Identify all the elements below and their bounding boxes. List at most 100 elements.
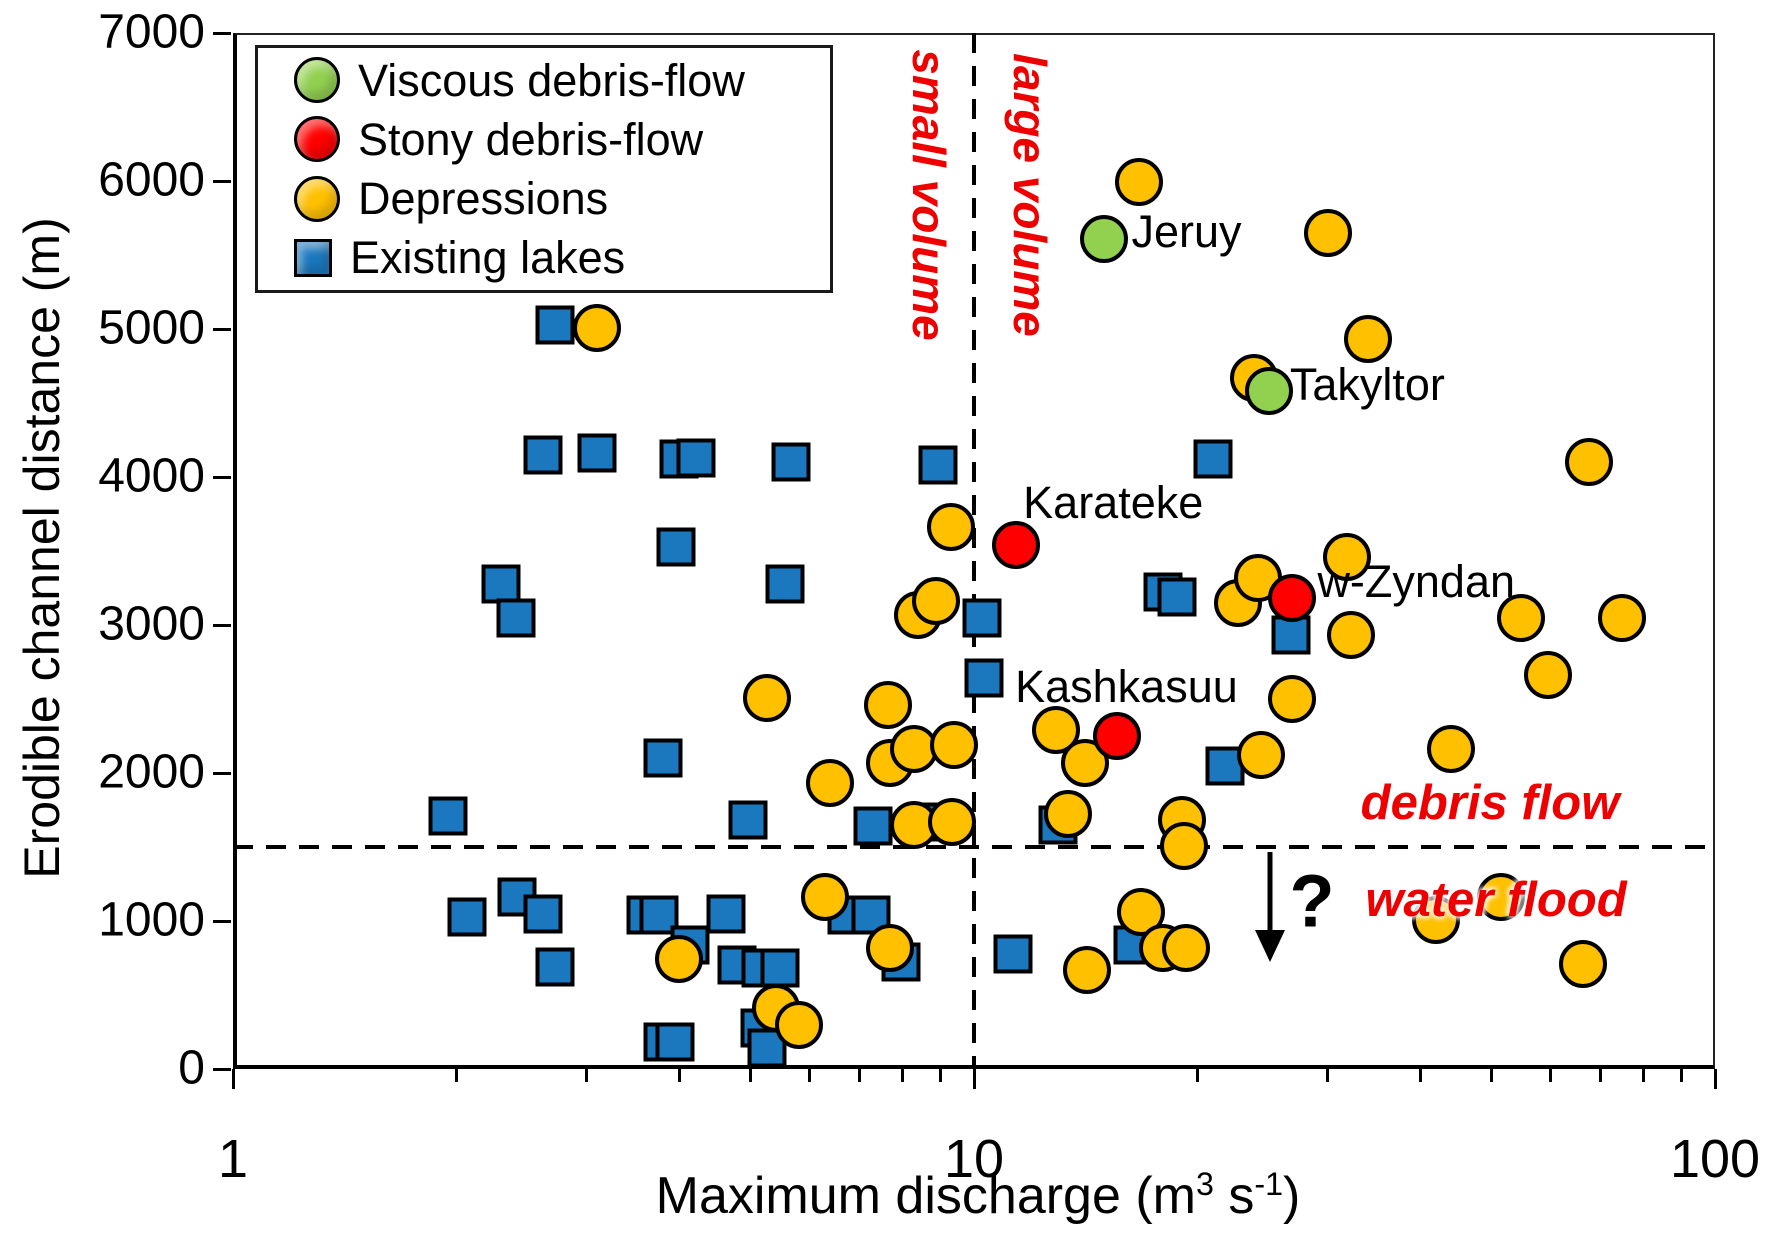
point-depressions bbox=[1116, 888, 1165, 937]
point-existing-lakes bbox=[428, 796, 468, 836]
point-existing-lakes bbox=[1193, 439, 1233, 479]
x-axis-minor-tick bbox=[900, 1069, 904, 1082]
point-depressions bbox=[1411, 895, 1460, 944]
x-axis-tick-label: 1 bbox=[217, 1129, 249, 1189]
point-depressions bbox=[801, 873, 850, 922]
point-depressions bbox=[865, 923, 914, 972]
y-axis-tick-label: 5000 bbox=[98, 301, 205, 355]
point-depressions bbox=[1237, 731, 1286, 780]
point-depressions bbox=[655, 935, 704, 984]
legend-item-stony-debris-flow: Stony debris-flow bbox=[294, 112, 830, 166]
x-axis-minor-tick bbox=[585, 1069, 589, 1082]
y-axis-tick-label: 2000 bbox=[98, 745, 205, 799]
x-axis-minor-tick bbox=[938, 1069, 942, 1082]
y-axis-tick bbox=[213, 327, 231, 331]
legend: Viscous debris-flow Stony debris-flow Depr… bbox=[255, 45, 833, 293]
point-existing-lakes bbox=[496, 598, 536, 638]
legend-item-label: Existing lakes bbox=[350, 232, 626, 284]
point-label-jeruy: Jeruy bbox=[1131, 205, 1242, 257]
point-existing-lakes bbox=[535, 947, 575, 987]
zone-label-large-volume: large volume bbox=[1004, 53, 1056, 337]
x-axis-minor-tick bbox=[749, 1069, 753, 1082]
point-existing-lakes bbox=[535, 305, 575, 345]
y-axis-tick bbox=[213, 919, 231, 923]
legend-circle-marker-icon bbox=[294, 57, 340, 104]
point-label-takyltor: Takyltor bbox=[1289, 359, 1445, 411]
y-axis-tick bbox=[213, 31, 231, 35]
x-axis-minor-tick bbox=[1326, 1069, 1330, 1082]
point-label-kashkasuu: Kashkasuu bbox=[1015, 661, 1238, 712]
point-existing-lakes bbox=[993, 934, 1033, 974]
legend-item-label: Depressions bbox=[358, 173, 609, 225]
x-axis-minor-tick bbox=[1641, 1069, 1645, 1082]
point-depressions bbox=[1343, 315, 1392, 364]
y-axis-tick-label: 3000 bbox=[98, 597, 205, 651]
y-axis-tick bbox=[213, 623, 231, 627]
point-depressions bbox=[863, 680, 912, 729]
y-axis-title: Erodible channel distance (m) bbox=[14, 217, 70, 879]
point-depressions bbox=[930, 720, 979, 769]
x-axis-minor-tick bbox=[1418, 1069, 1422, 1082]
down-arrow-icon bbox=[1255, 852, 1285, 962]
x-axis-tick-label: 100 bbox=[1669, 1129, 1761, 1189]
x-axis-minor-tick bbox=[677, 1069, 681, 1082]
point-depressions bbox=[928, 797, 977, 846]
y-axis-tick-label: 1000 bbox=[98, 893, 205, 947]
x-axis-minor-tick bbox=[1598, 1069, 1602, 1082]
x-axis-tick-label: 10 bbox=[943, 1129, 1005, 1189]
point-existing-lakes bbox=[765, 564, 805, 604]
x-axis-title-text: Maximum discharge (m bbox=[655, 1167, 1196, 1225]
point-existing-lakes bbox=[706, 894, 746, 934]
x-axis-title-text: ) bbox=[1283, 1167, 1301, 1225]
legend-square-marker-icon bbox=[294, 238, 332, 277]
point-existing-lakes bbox=[676, 438, 716, 478]
y-axis-tick-label: 4000 bbox=[98, 449, 205, 503]
point-label-karateke: Karateke bbox=[1023, 477, 1204, 529]
point-depressions bbox=[926, 503, 975, 552]
point-existing-lakes bbox=[643, 738, 683, 778]
point-existing-lakes bbox=[1157, 577, 1197, 617]
point-depressions bbox=[1496, 593, 1545, 642]
point-depressions bbox=[806, 759, 855, 808]
point-depressions bbox=[1598, 593, 1647, 642]
legend-item-existing-lakes: Existing lakes bbox=[294, 231, 830, 285]
x-axis-title: Maximum discharge (m3 s-1) bbox=[656, 1166, 1301, 1226]
legend-circle-marker-icon bbox=[294, 116, 340, 163]
point-existing-lakes bbox=[760, 948, 800, 988]
point-existing-lakes bbox=[481, 564, 521, 604]
point-depressions bbox=[1564, 438, 1613, 487]
point-existing-lakes bbox=[962, 598, 1002, 638]
point-depressions bbox=[1268, 675, 1317, 723]
point-depressions bbox=[1323, 532, 1372, 581]
legend-item-label: Viscous debris-flow bbox=[358, 54, 745, 106]
point-existing-lakes bbox=[771, 442, 811, 482]
point-depressions bbox=[774, 1000, 823, 1049]
legend-item-depressions: Depressions bbox=[294, 172, 830, 226]
point-depressions bbox=[1426, 725, 1475, 774]
point-stony-debris-flow bbox=[1268, 574, 1317, 623]
point-existing-lakes bbox=[964, 658, 1003, 698]
point-depressions bbox=[1558, 939, 1607, 988]
legend-item-viscous-debris-flow: Viscous debris-flow bbox=[294, 53, 830, 107]
point-depressions bbox=[1062, 945, 1111, 994]
point-depressions bbox=[573, 303, 622, 352]
point-existing-lakes bbox=[655, 1022, 695, 1062]
x-axis-title-text: s bbox=[1213, 1167, 1255, 1225]
legend-item-label: Stony debris-flow bbox=[358, 113, 704, 165]
x-axis-minor-tick bbox=[1549, 1069, 1553, 1082]
point-existing-lakes bbox=[853, 806, 893, 846]
y-axis-tick bbox=[213, 475, 231, 479]
y-axis-tick bbox=[213, 179, 231, 183]
point-existing-lakes bbox=[523, 435, 563, 475]
point-depressions bbox=[1477, 873, 1526, 922]
point-depressions bbox=[742, 673, 791, 722]
x-axis-title-superscript: -1 bbox=[1254, 1166, 1284, 1203]
x-axis-minor-tick bbox=[1679, 1069, 1683, 1082]
x-axis-title-superscript: 3 bbox=[1195, 1166, 1214, 1203]
point-existing-lakes bbox=[447, 897, 487, 937]
point-depressions bbox=[1161, 923, 1210, 972]
point-stony-debris-flow bbox=[992, 521, 1041, 570]
y-axis-tick-label: 7000 bbox=[98, 5, 205, 59]
point-depressions bbox=[1115, 158, 1164, 207]
x-axis-tick bbox=[972, 1069, 976, 1089]
